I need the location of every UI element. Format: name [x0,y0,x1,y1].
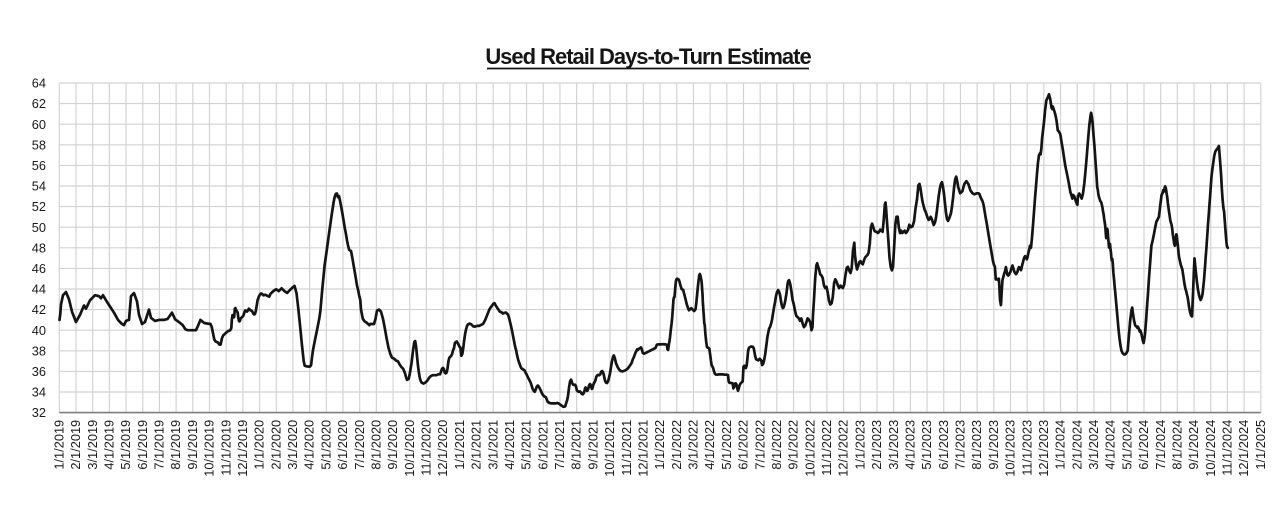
svg-text:11/1/2020: 11/1/2020 [419,420,434,476]
svg-text:5/1/2022: 5/1/2022 [719,420,734,470]
svg-text:10/1/2021: 10/1/2021 [602,420,617,477]
svg-text:7/1/2022: 7/1/2022 [752,420,767,470]
svg-text:2/1/2023: 2/1/2023 [869,420,884,470]
svg-text:6/1/2023: 6/1/2023 [936,420,951,470]
svg-text:4/1/2022: 4/1/2022 [702,420,717,470]
svg-text:34: 34 [32,385,46,400]
svg-text:44: 44 [32,282,46,297]
svg-text:2/1/2024: 2/1/2024 [1069,420,1084,470]
svg-text:2/1/2020: 2/1/2020 [268,420,283,470]
svg-text:4/1/2021: 4/1/2021 [502,420,517,470]
svg-text:54: 54 [32,179,46,194]
svg-text:7/1/2020: 7/1/2020 [352,420,367,470]
svg-text:12/1/2023: 12/1/2023 [1036,420,1051,477]
svg-text:4/1/2020: 4/1/2020 [302,420,317,470]
svg-text:52: 52 [32,199,46,214]
svg-text:7/1/2024: 7/1/2024 [1153,420,1168,470]
svg-text:6/1/2022: 6/1/2022 [736,420,751,470]
svg-text:8/1/2020: 8/1/2020 [368,420,383,470]
svg-text:56: 56 [32,158,46,173]
svg-text:6/1/2024: 6/1/2024 [1136,420,1151,470]
svg-text:42: 42 [32,302,46,317]
svg-text:12/1/2021: 12/1/2021 [635,420,650,477]
svg-text:8/1/2021: 8/1/2021 [569,420,584,470]
svg-text:3/1/2024: 3/1/2024 [1086,420,1101,470]
svg-text:10/1/2022: 10/1/2022 [802,420,817,477]
svg-text:11/1/2022: 11/1/2022 [819,420,834,476]
svg-text:48: 48 [32,240,46,255]
svg-text:8/1/2023: 8/1/2023 [969,420,984,470]
svg-text:9/1/2020: 9/1/2020 [385,420,400,470]
svg-text:3/1/2020: 3/1/2020 [285,420,300,470]
svg-text:3/1/2022: 3/1/2022 [686,420,701,470]
svg-text:3/1/2021: 3/1/2021 [485,420,500,470]
svg-text:5/1/2019: 5/1/2019 [118,420,133,470]
svg-text:11/1/2023: 11/1/2023 [1019,420,1034,476]
svg-text:7/1/2023: 7/1/2023 [953,420,968,470]
svg-text:1/1/2022: 1/1/2022 [652,420,667,470]
svg-text:58: 58 [32,137,46,152]
svg-text:4/1/2023: 4/1/2023 [902,420,917,470]
svg-text:9/1/2019: 9/1/2019 [185,420,200,470]
svg-text:9/1/2024: 9/1/2024 [1186,420,1201,470]
svg-text:1/1/2023: 1/1/2023 [852,420,867,470]
svg-text:7/1/2021: 7/1/2021 [552,420,567,470]
svg-text:10/1/2024: 10/1/2024 [1203,420,1218,477]
svg-text:38: 38 [32,343,46,358]
svg-text:3/1/2019: 3/1/2019 [85,420,100,470]
svg-text:1/1/2019: 1/1/2019 [51,420,66,470]
svg-text:36: 36 [32,364,46,379]
svg-text:7/1/2019: 7/1/2019 [152,420,167,470]
svg-text:11/1/2019: 11/1/2019 [218,420,233,476]
svg-text:10/1/2023: 10/1/2023 [1003,420,1018,477]
svg-text:1/1/2020: 1/1/2020 [252,420,267,470]
svg-text:2/1/2022: 2/1/2022 [669,420,684,470]
svg-text:60: 60 [32,117,46,132]
svg-text:12/1/2022: 12/1/2022 [836,420,851,477]
svg-text:6/1/2020: 6/1/2020 [335,420,350,470]
svg-text:2/1/2019: 2/1/2019 [68,420,83,470]
svg-text:40: 40 [32,323,46,338]
svg-text:12/1/2020: 12/1/2020 [435,420,450,477]
svg-text:6/1/2021: 6/1/2021 [535,420,550,470]
svg-text:5/1/2020: 5/1/2020 [318,420,333,470]
svg-text:12/1/2019: 12/1/2019 [235,420,250,477]
svg-text:46: 46 [32,261,46,276]
svg-text:64: 64 [32,76,46,91]
svg-text:11/1/2024: 11/1/2024 [1220,420,1235,476]
svg-text:6/1/2019: 6/1/2019 [135,420,150,470]
svg-text:12/1/2024: 12/1/2024 [1236,420,1251,477]
svg-text:32: 32 [32,405,46,420]
svg-text:5/1/2021: 5/1/2021 [519,420,534,470]
svg-text:50: 50 [32,220,46,235]
svg-text:8/1/2019: 8/1/2019 [168,420,183,470]
svg-text:5/1/2024: 5/1/2024 [1119,420,1134,470]
svg-text:3/1/2023: 3/1/2023 [886,420,901,470]
svg-text:5/1/2023: 5/1/2023 [919,420,934,470]
svg-text:1/1/2025: 1/1/2025 [1253,420,1268,470]
svg-text:2/1/2021: 2/1/2021 [469,420,484,470]
svg-text:1/1/2021: 1/1/2021 [452,420,467,470]
svg-text:62: 62 [32,96,46,111]
svg-text:9/1/2022: 9/1/2022 [786,420,801,470]
svg-text:10/1/2020: 10/1/2020 [402,420,417,477]
svg-text:4/1/2019: 4/1/2019 [101,420,116,470]
svg-text:4/1/2024: 4/1/2024 [1103,420,1118,470]
svg-text:9/1/2021: 9/1/2021 [585,420,600,470]
svg-text:9/1/2023: 9/1/2023 [986,420,1001,470]
svg-text:8/1/2022: 8/1/2022 [769,420,784,470]
svg-text:8/1/2024: 8/1/2024 [1169,420,1184,470]
svg-text:1/1/2024: 1/1/2024 [1053,420,1068,470]
svg-text:Used Retail Days-to-Turn Estim: Used Retail Days-to-Turn Estimate [485,44,811,69]
svg-text:10/1/2019: 10/1/2019 [202,420,217,477]
svg-text:11/1/2021: 11/1/2021 [619,420,634,476]
